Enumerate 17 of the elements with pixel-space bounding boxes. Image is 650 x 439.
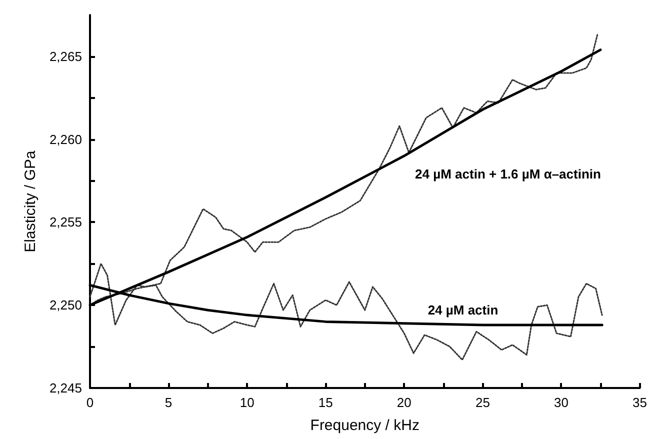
x-axis-title: Frequency / kHz: [310, 417, 420, 434]
x-tick-label: 20: [396, 395, 412, 410]
y-axis-title: Elasticity / GPa: [22, 150, 39, 252]
annotation: 24 µM actin + 1.6 µM α–actinin: [415, 166, 601, 182]
x-tick-label: 25: [475, 395, 490, 410]
x-tick-label: 30: [554, 395, 568, 410]
y-tick-label: 2,250: [49, 298, 82, 313]
y-tick-label: 2,255: [49, 214, 82, 230]
y-tick-label: 2,265: [49, 48, 82, 64]
x-tick-label: 35: [632, 395, 648, 410]
y-tick-label: 2,245: [49, 380, 82, 396]
annotation: 24 µM actin: [428, 302, 498, 318]
x-tick-label: 15: [318, 395, 333, 410]
y-tick-label: 2,260: [49, 132, 82, 147]
x-tick-label: 5: [164, 395, 172, 410]
x-tick-label: 0: [86, 395, 94, 410]
x-tick-label: 10: [240, 395, 254, 410]
